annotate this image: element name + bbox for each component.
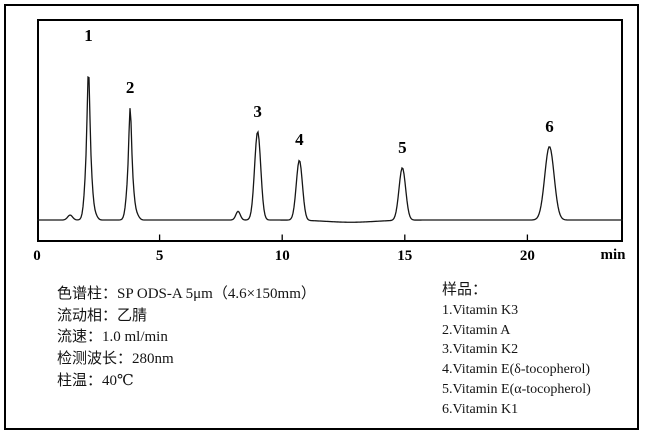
sample-item: 5.Vitamin E(α-tocopherol) [442,381,591,397]
peak-number-label: 3 [253,101,262,121]
x-tick-label: 20 [519,248,535,264]
peak-number-label: 4 [295,130,304,149]
peak-number-label: 1 [84,26,93,45]
x-tick-label: 0 [33,248,41,264]
chromatogram-trace [37,75,623,240]
sample-item: 6.Vitamin K1 [442,401,519,417]
condition-line-temperature: 柱温：40℃ [57,372,134,389]
x-tick-label: 5 [155,248,164,264]
x-axis-unit-label: min [600,247,626,263]
condition-line-column: 色谱柱：SP ODS-A 5μm（4.6×150mm） [57,286,316,302]
sample-item: 4.Vitamin E(δ-tocopherol) [442,362,591,378]
peak-number-label: 6 [545,116,554,136]
peak-number-label: 2 [125,77,135,97]
condition-line-flow-rate: 流速：1.0 ml/min [57,329,168,346]
samples-block: 样品： 1.Vitamin K3 2.Vitamin A 3.Vitamin K… [442,281,637,420]
samples-title: 样品： [442,282,488,298]
sample-item: 1.Vitamin K3 [442,302,519,318]
sample-item: 2.Vitamin A [442,322,511,338]
condition-line-wavelength: 检测波长：280nm [57,351,174,368]
trace-path [37,75,623,223]
x-tick-label: 15 [397,248,413,264]
conditions-block: 色谱柱：SP ODS-A 5μm（4.6×150mm） 流动相：乙腈 流速：1.… [57,284,417,393]
plot-box [37,19,623,242]
condition-line-mobile-phase: 流动相：乙腈 [57,307,148,324]
sample-item: 3.Vitamin K2 [442,342,519,358]
peak-number-label: 5 [398,137,407,157]
x-tick-label: 10 [274,248,290,264]
